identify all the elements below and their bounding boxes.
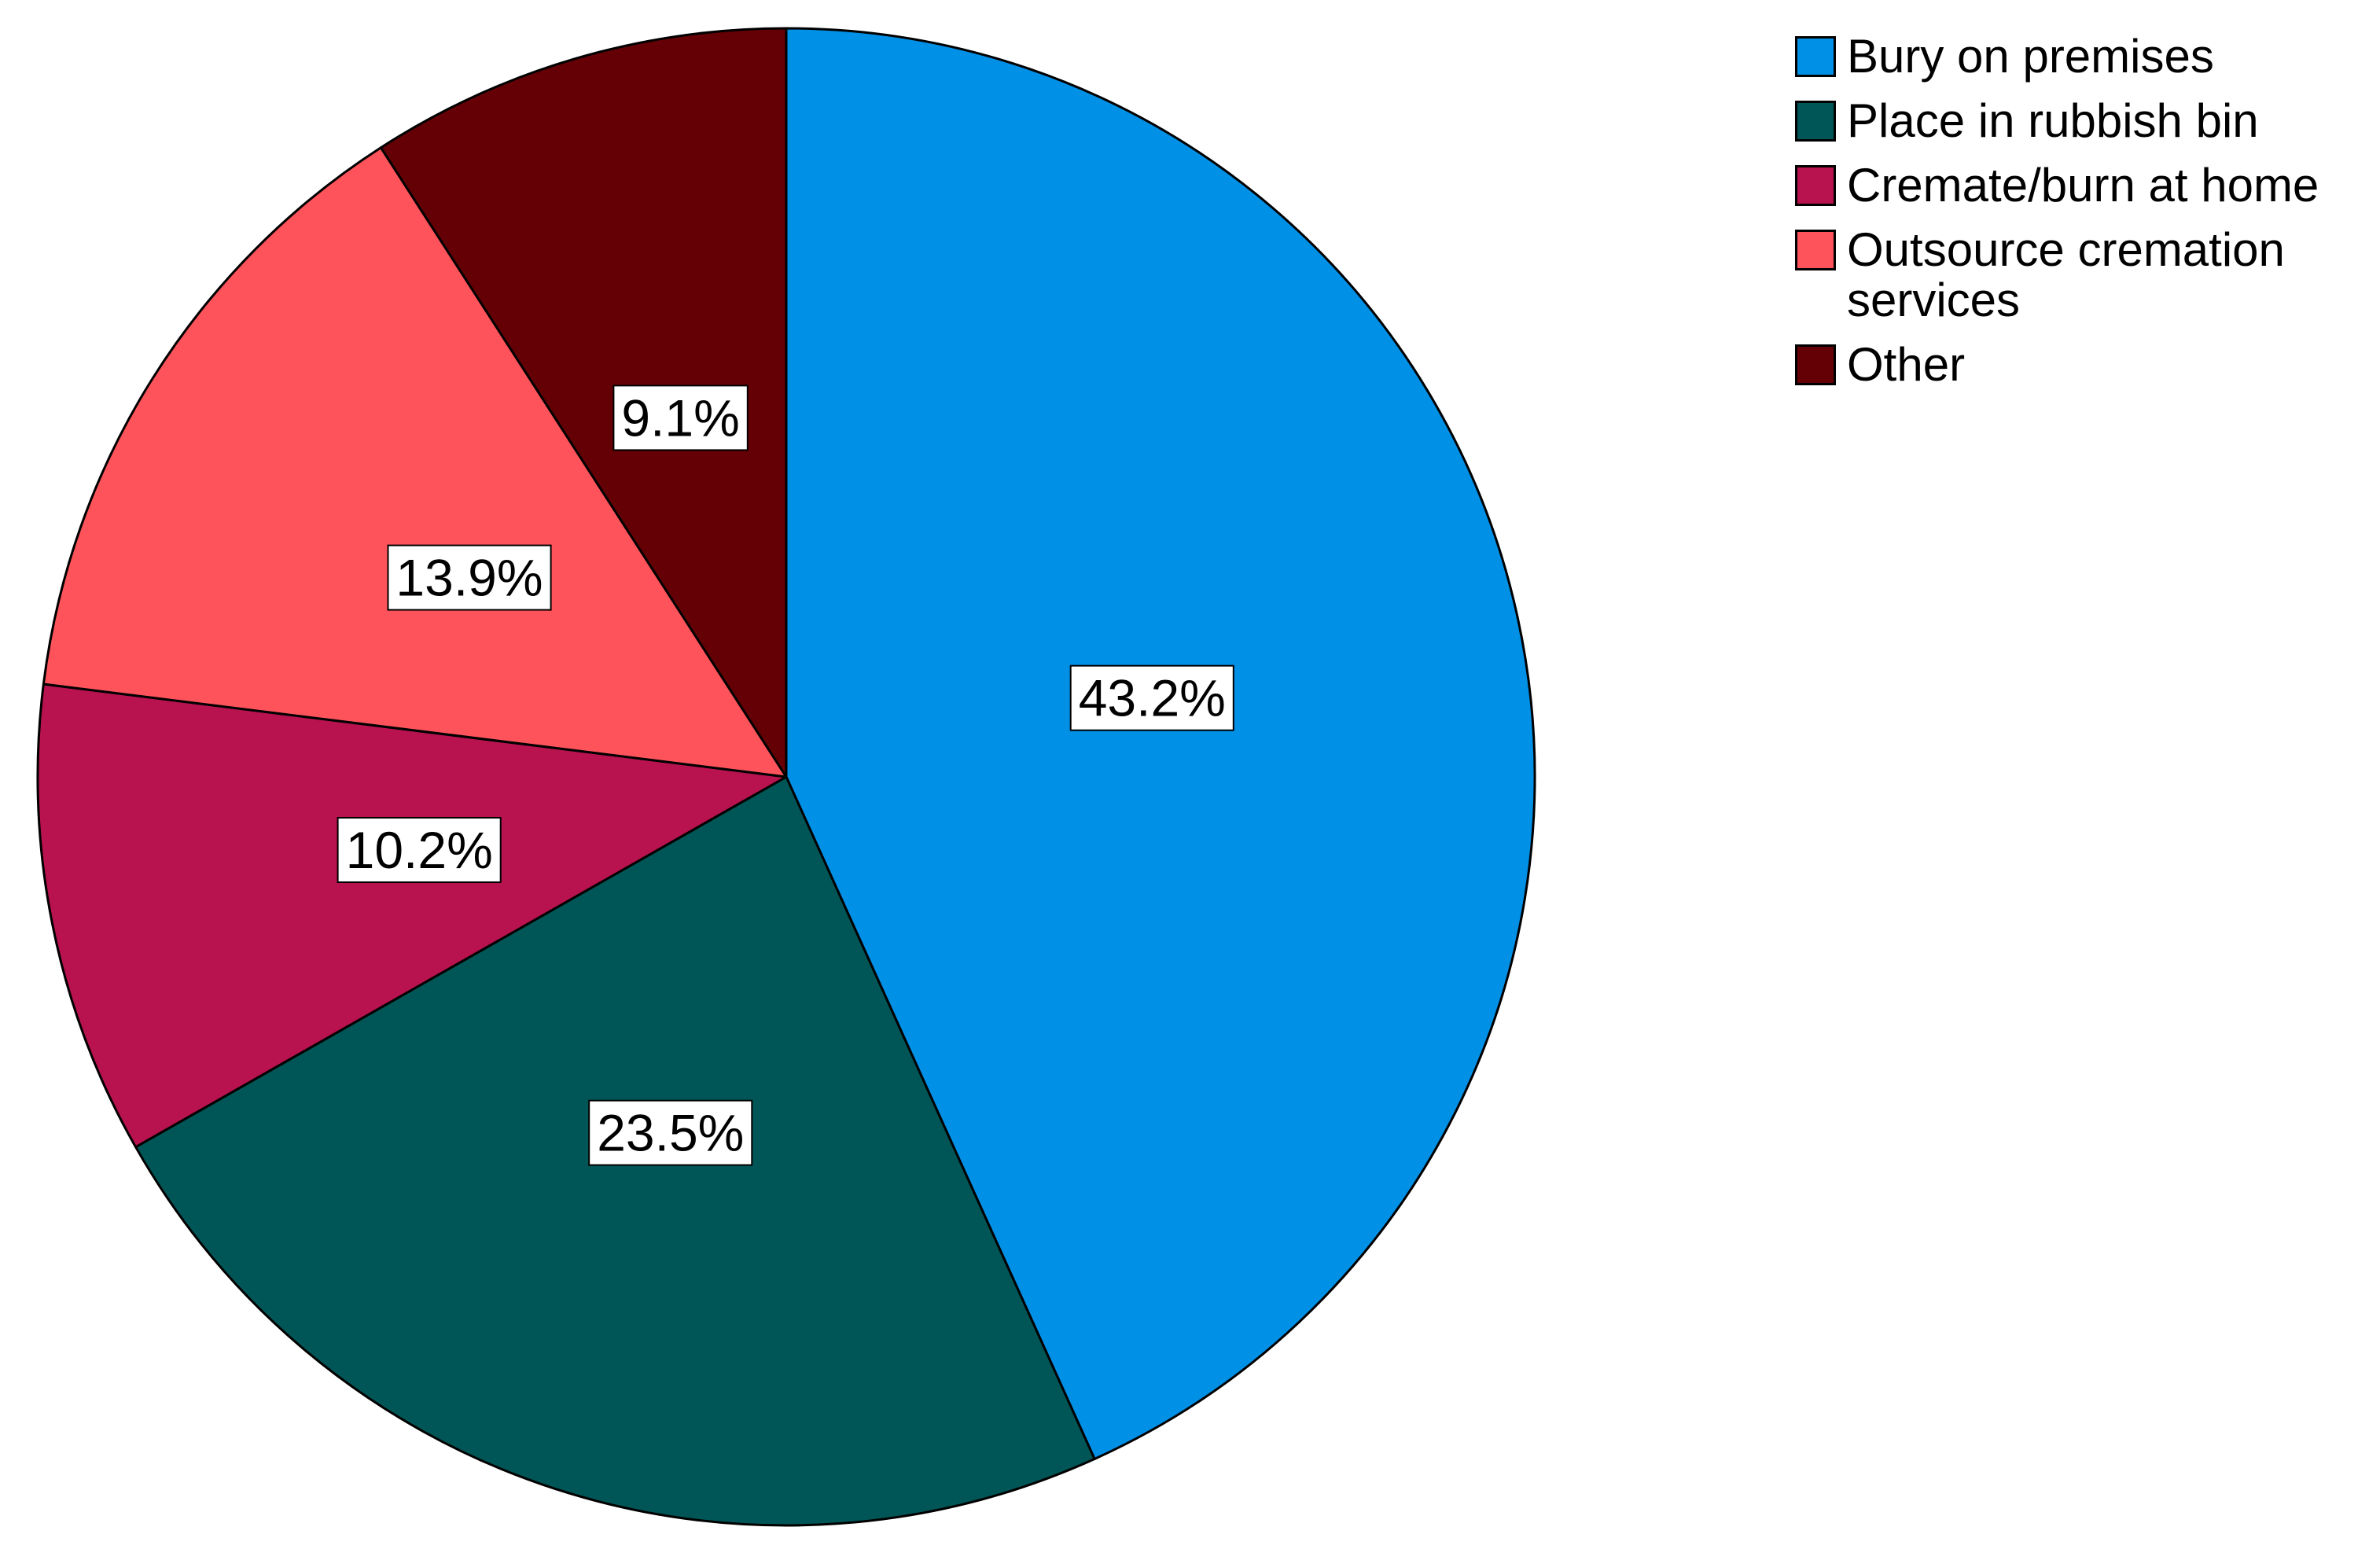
slice-label-text-cremate-burn-at-home: 10.2% <box>346 821 493 879</box>
slice-label-text-bury-on-premises: 43.2% <box>1079 669 1226 727</box>
legend-label-outsource-cremation-services: Outsource cremation services <box>1847 223 2285 326</box>
slice-label-box-outsource-cremation-services <box>387 544 552 611</box>
slice-label-other: 9.1% <box>612 384 749 451</box>
legend-label-other: Other <box>1847 338 1966 391</box>
legend-swatch-other <box>1795 344 1836 385</box>
slice-label-text-other: 9.1% <box>621 388 739 447</box>
slice-label-text-outsource-cremation-services: 13.9% <box>395 549 543 607</box>
legend-item-outsource-cremation-services: Outsource cremation services <box>1795 225 2377 326</box>
slice-outsource-cremation-services <box>42 146 788 778</box>
legend-label-place-in-rubbish-bin: Place in rubbish bin <box>1847 94 2259 147</box>
legend-item-cremate-burn-at-home: Cremate/burn at home <box>1795 160 2377 211</box>
slice-labels-layer: 43.2% 23.5% 10.2% 13.9% 9.1% <box>337 384 1234 1166</box>
legend-item-bury-on-premises: Bury on premises <box>1795 31 2377 82</box>
slice-cremate-burn-at-home <box>36 683 788 1149</box>
legend-item-other: Other <box>1795 340 2377 390</box>
legend-label-cremate-burn-at-home: Cremate/burn at home <box>1847 159 2319 212</box>
slice-label-place-in-rubbish-bin: 23.5% <box>588 1099 753 1166</box>
slice-label-bury-on-premises: 43.2% <box>1069 664 1234 731</box>
legend-swatch-bury-on-premises <box>1795 36 1836 77</box>
slice-label-outsource-cremation-services: 13.9% <box>387 544 552 611</box>
slice-label-box-cremate-burn-at-home <box>337 817 502 883</box>
slice-label-box-place-in-rubbish-bin <box>588 1099 753 1166</box>
legend-swatch-place-in-rubbish-bin <box>1795 101 1836 142</box>
legend-swatch-outsource-cremation-services <box>1795 230 1836 270</box>
slice-label-box-other <box>612 384 749 451</box>
slice-label-text-place-in-rubbish-bin: 23.5% <box>597 1104 744 1162</box>
slice-other <box>379 27 788 778</box>
slice-bury-on-premises <box>785 27 1536 1460</box>
legend-swatch-cremate-burn-at-home <box>1795 165 1836 206</box>
slices-layer <box>36 27 1536 1527</box>
legend-label-bury-on-premises: Bury on premises <box>1847 30 2214 83</box>
legend-item-place-in-rubbish-bin: Place in rubbish bin <box>1795 96 2377 146</box>
legend: Bury on premises Place in rubbish bin Cr… <box>1795 31 2377 404</box>
slice-label-box-bury-on-premises <box>1069 664 1234 731</box>
slice-label-cremate-burn-at-home: 10.2% <box>337 817 502 883</box>
